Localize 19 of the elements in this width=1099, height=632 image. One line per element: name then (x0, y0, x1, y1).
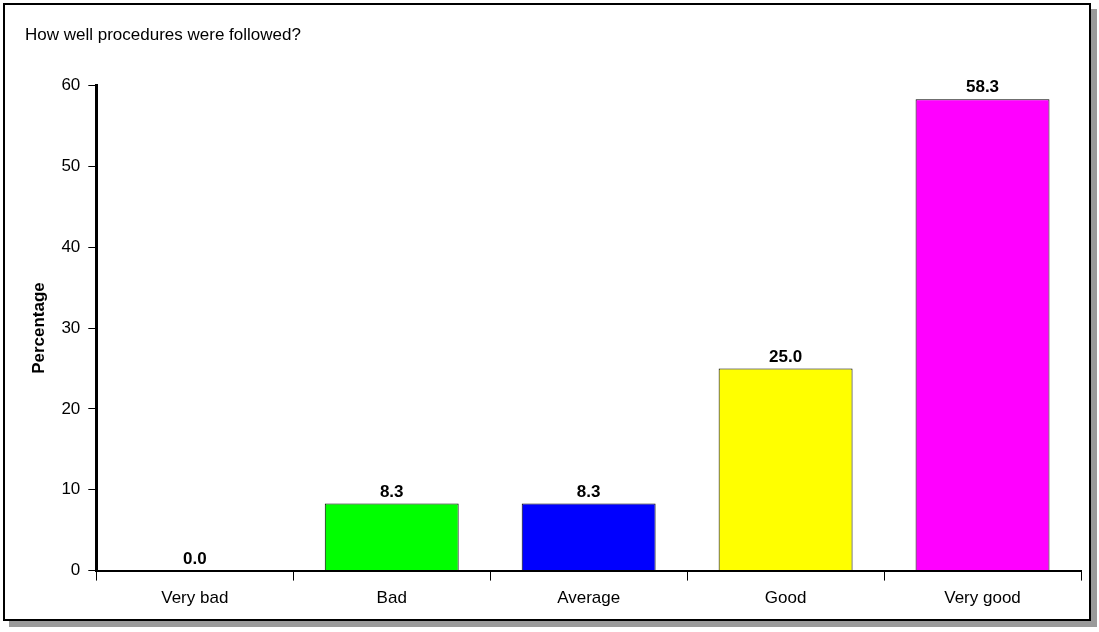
y-tick-label: 40 (61, 236, 81, 256)
x-tick-label: Bad (376, 588, 407, 608)
x-tick-label: Good (764, 588, 807, 608)
data-label: 58.3 (965, 77, 1000, 97)
data-label: 25.0 (769, 346, 803, 366)
y-tick-label: 0 (70, 560, 81, 580)
y-tick-label: 10 (61, 479, 81, 499)
x-tick-label: Very good (944, 588, 1021, 608)
x-tick-label: Very bad (161, 588, 229, 608)
y-tick-label: 20 (61, 398, 81, 418)
y-tick-label: 60 (61, 75, 81, 95)
y-axis-title: Percentage (28, 282, 48, 374)
y-tick-label: 50 (61, 155, 81, 175)
data-label: 0.0 (182, 548, 207, 568)
data-label: 8.3 (576, 481, 601, 501)
x-tick-label: Average (557, 588, 621, 608)
chart-title: How well procedures were followed? (25, 24, 301, 44)
data-label: 8.3 (379, 481, 404, 501)
y-tick-label: 30 (61, 317, 81, 337)
